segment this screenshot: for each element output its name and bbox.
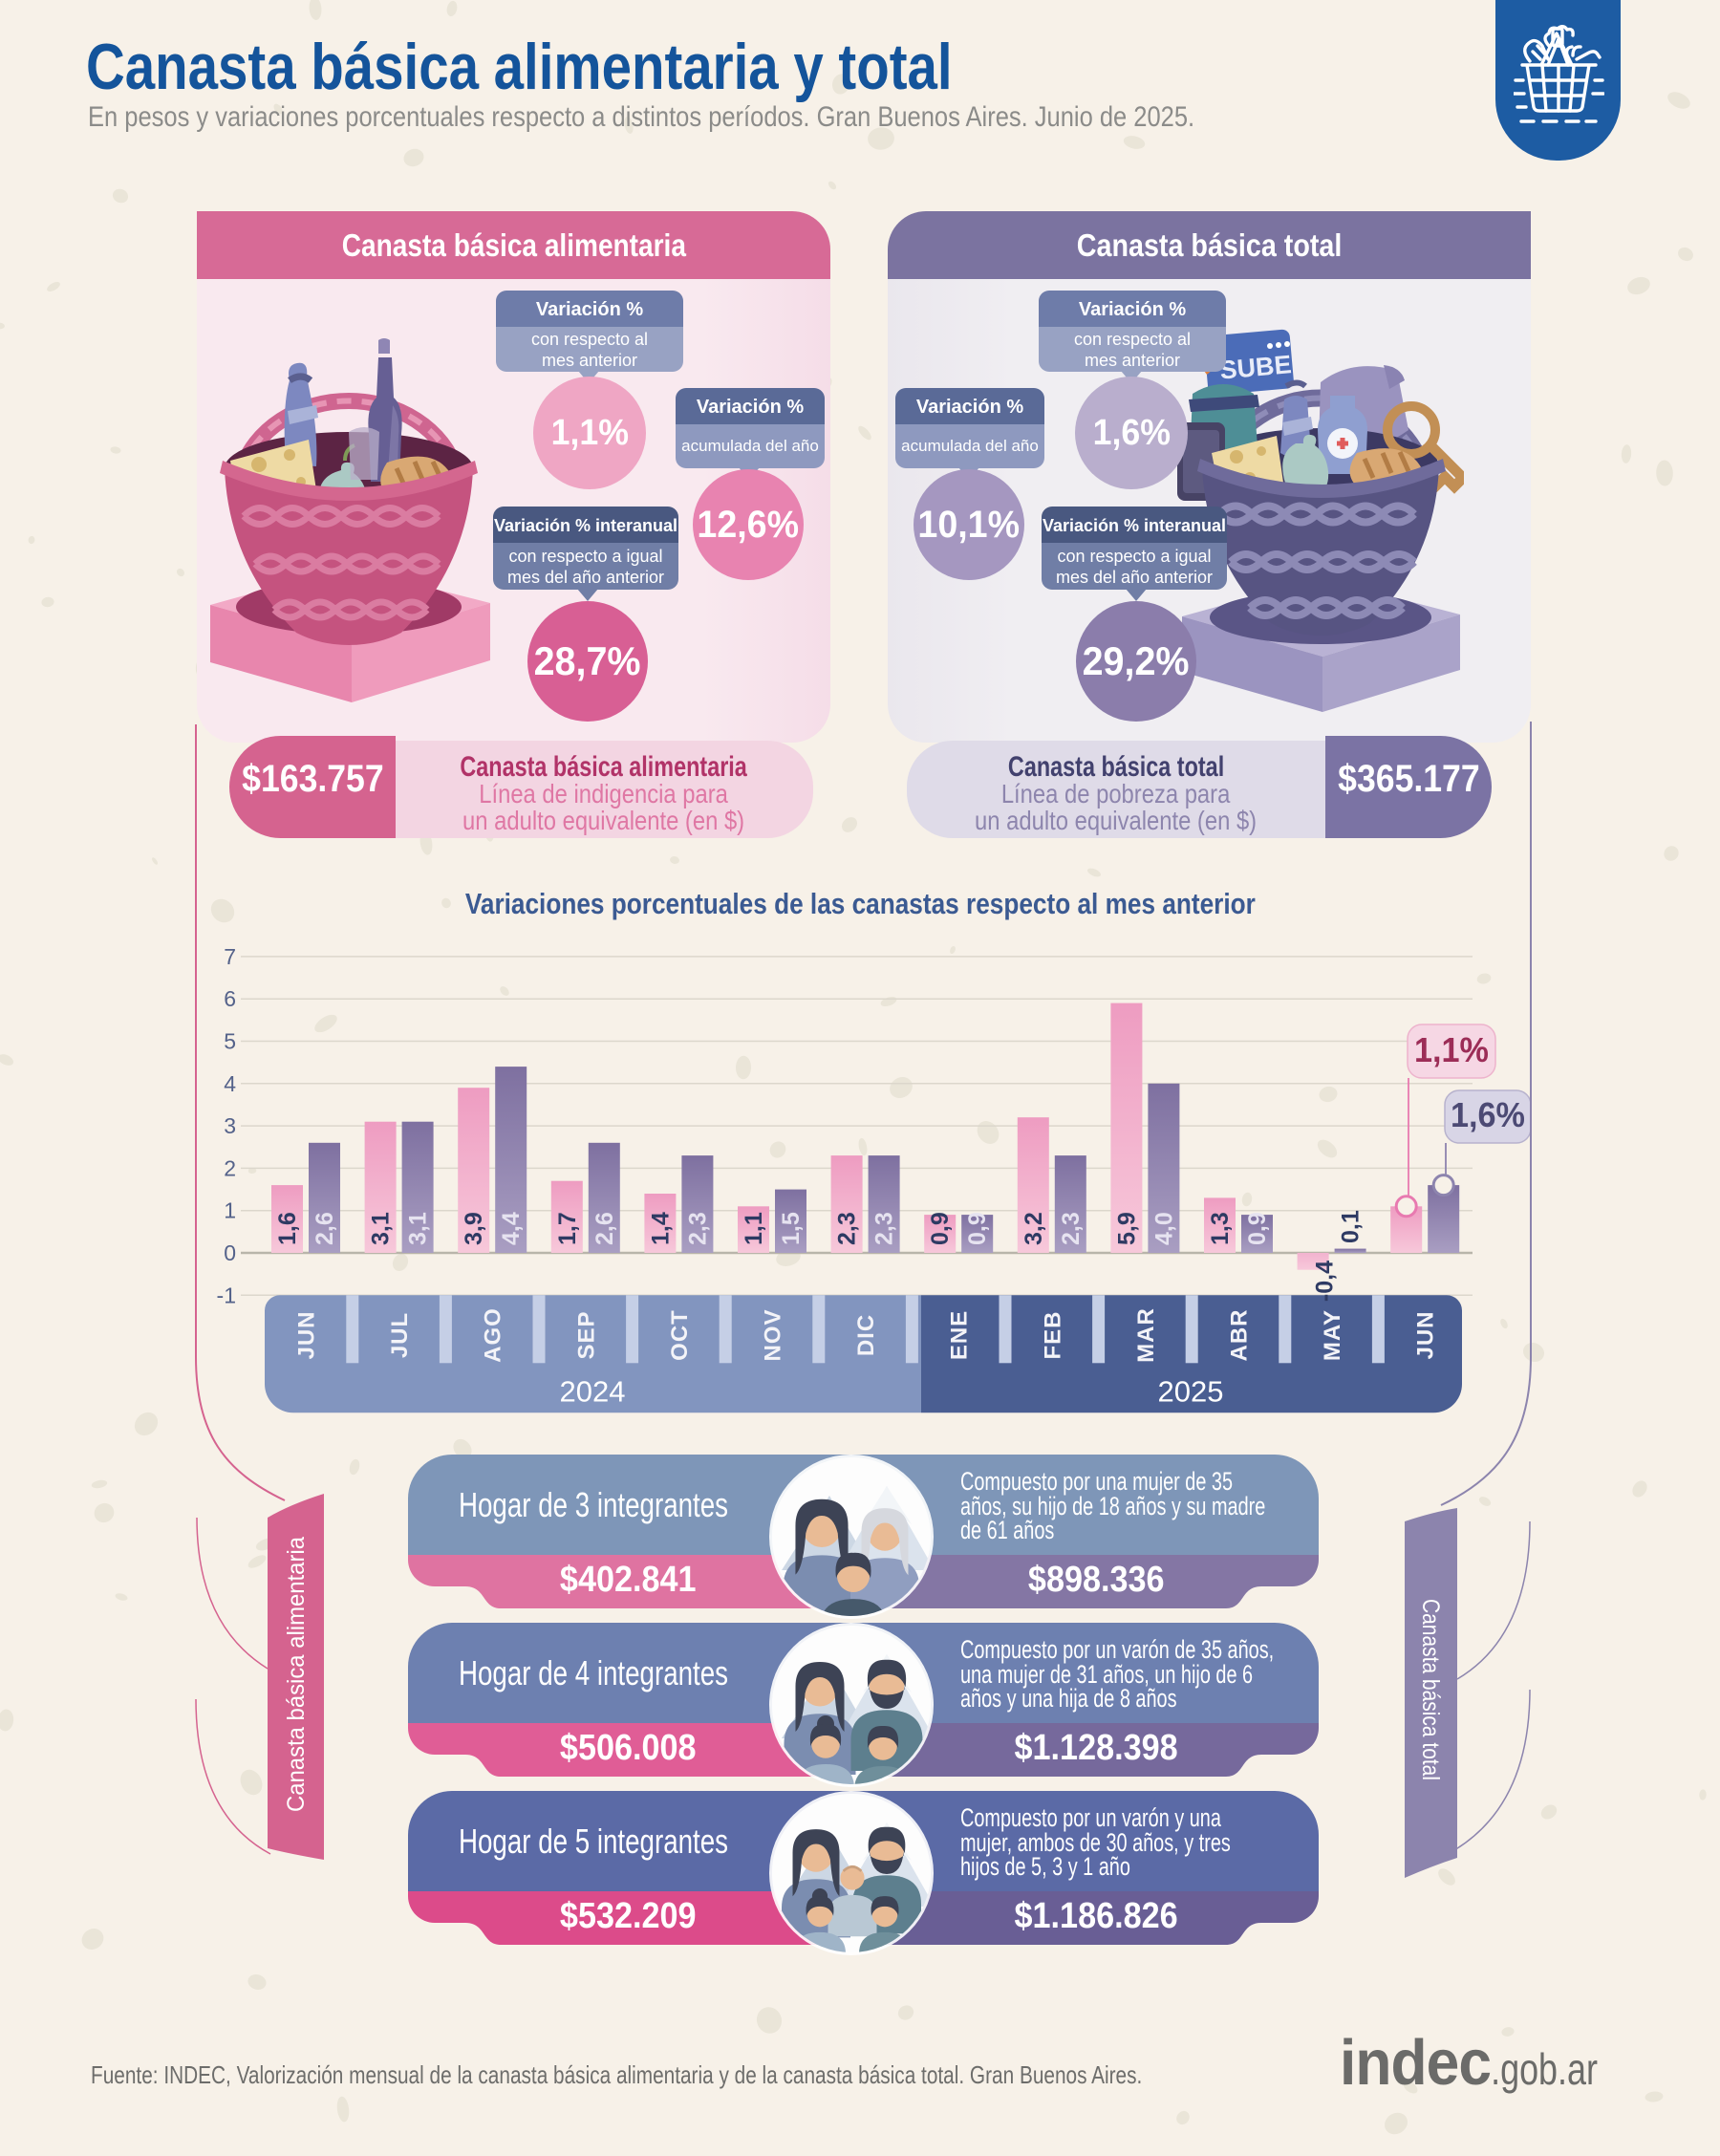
svg-text:ABR: ABR [1227, 1309, 1253, 1362]
svg-text:1,7: 1,7 [554, 1212, 581, 1245]
svg-text:0,1: 0,1 [1338, 1210, 1365, 1243]
svg-text:ENE: ENE [947, 1310, 973, 1360]
svg-text:3,9: 3,9 [461, 1212, 487, 1245]
svg-text:Canasta básica alimentaria: Canasta básica alimentaria [283, 1537, 310, 1812]
svg-text:0,9: 0,9 [964, 1212, 991, 1245]
svg-text:1,6%: 1,6% [1451, 1096, 1525, 1134]
svg-text:2,3: 2,3 [1058, 1212, 1085, 1245]
svg-text:3,1: 3,1 [405, 1212, 432, 1245]
svg-text:6: 6 [224, 986, 236, 1011]
svg-text:JUL: JUL [387, 1312, 413, 1358]
svg-text:1,3: 1,3 [1207, 1212, 1234, 1245]
svg-text:1,1: 1,1 [741, 1212, 767, 1245]
svg-text:7: 7 [224, 944, 236, 969]
svg-text:4,4: 4,4 [498, 1212, 525, 1245]
svg-text:0,9: 0,9 [1244, 1212, 1271, 1245]
svg-text:MAY: MAY [1320, 1309, 1345, 1361]
svg-text:MAR: MAR [1133, 1307, 1159, 1363]
svg-text:JUN: JUN [1413, 1310, 1439, 1359]
svg-text:4: 4 [224, 1071, 236, 1096]
svg-text:0: 0 [224, 1240, 236, 1265]
svg-text:2025: 2025 [1158, 1374, 1224, 1408]
svg-text:DIC: DIC [853, 1314, 879, 1356]
svg-text:JUN: JUN [294, 1310, 320, 1359]
svg-text:2,3: 2,3 [871, 1212, 898, 1245]
svg-text:3,1: 3,1 [368, 1212, 395, 1245]
svg-text:SEP: SEP [573, 1310, 599, 1359]
svg-text:2024: 2024 [560, 1374, 626, 1408]
svg-text:2,6: 2,6 [312, 1212, 338, 1245]
svg-text:NOV: NOV [761, 1308, 786, 1361]
svg-text:2,3: 2,3 [684, 1212, 711, 1245]
svg-text:2,3: 2,3 [834, 1212, 861, 1245]
svg-text:OCT: OCT [667, 1309, 693, 1361]
svg-text:3: 3 [224, 1113, 236, 1138]
svg-text:4,0: 4,0 [1150, 1212, 1177, 1245]
svg-text:FEB: FEB [1040, 1311, 1065, 1360]
svg-text:-1: -1 [217, 1283, 236, 1307]
svg-text:2: 2 [224, 1155, 236, 1180]
svg-text:2,6: 2,6 [591, 1212, 618, 1245]
svg-text:3,2: 3,2 [1021, 1212, 1047, 1245]
svg-text:1,1%: 1,1% [1414, 1031, 1489, 1069]
svg-text:5,9: 5,9 [1113, 1212, 1140, 1245]
svg-text:AGO: AGO [481, 1307, 506, 1363]
svg-text:5: 5 [224, 1029, 236, 1054]
svg-text:1,4: 1,4 [647, 1212, 674, 1245]
svg-text:-0,4: -0,4 [1312, 1261, 1339, 1302]
svg-text:0,9: 0,9 [927, 1212, 954, 1245]
svg-text:1: 1 [224, 1198, 236, 1223]
svg-text:1,5: 1,5 [778, 1212, 805, 1245]
svg-text:1,6: 1,6 [274, 1212, 301, 1245]
svg-text:SUBE: SUBE [1218, 350, 1292, 384]
svg-text:Canasta básica total: Canasta básica total [1417, 1599, 1444, 1780]
